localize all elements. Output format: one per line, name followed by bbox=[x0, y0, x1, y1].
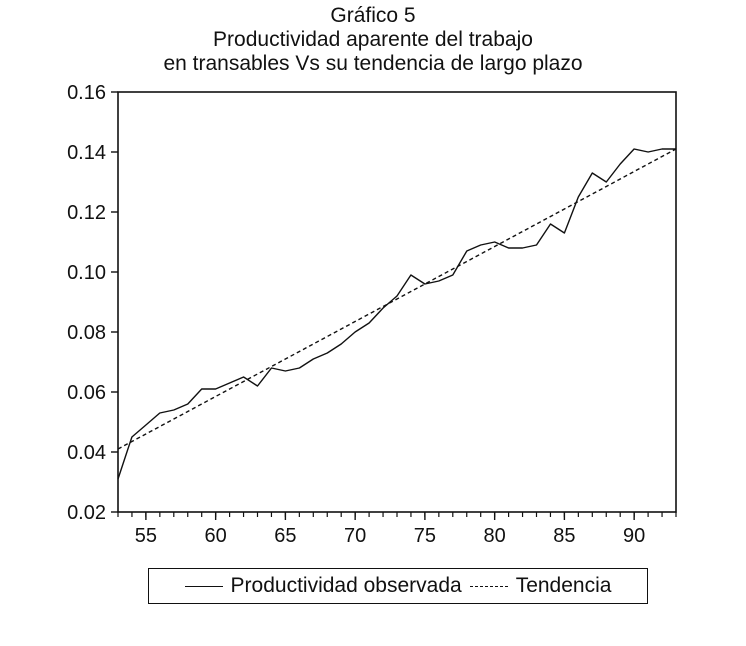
x-tick-label: 70 bbox=[344, 525, 366, 547]
x-tick-label: 60 bbox=[205, 525, 227, 547]
chart-title-block: Gráfico 5 Productividad aparente del tra… bbox=[0, 4, 746, 76]
x-tick-label: 75 bbox=[414, 525, 436, 547]
x-tick-label: 55 bbox=[135, 525, 157, 547]
y-tick-label: 0.08 bbox=[67, 322, 106, 344]
chart-subtitle-line-2: en transables Vs su tendencia de largo p… bbox=[163, 52, 583, 75]
y-tick-label: 0.10 bbox=[67, 262, 106, 284]
y-axis: 0.02 0.04 0.06 0.08 0.10 0.12 0.14 0.16 bbox=[67, 82, 118, 524]
y-tick-label: 0.16 bbox=[67, 82, 106, 104]
series-line-observed bbox=[117, 148, 676, 480]
legend-swatch-dashed bbox=[469, 585, 508, 587]
x-tick-label: 80 bbox=[484, 525, 506, 547]
legend-item-trend: Tendencia bbox=[469, 574, 612, 598]
y-tick-label: 0.04 bbox=[67, 442, 106, 464]
chart-title: Gráfico 5 bbox=[330, 4, 416, 27]
legend-label-observed: Productividad observada bbox=[230, 574, 462, 597]
y-tick-label: 0.14 bbox=[67, 142, 106, 164]
legend-label-trend: Tendencia bbox=[515, 574, 612, 597]
y-tick-label: 0.06 bbox=[67, 382, 106, 404]
x-tick-label: 90 bbox=[623, 525, 645, 547]
plot-frame bbox=[117, 91, 677, 513]
x-axis: 55 60 65 70 75 80 85 90 bbox=[117, 512, 677, 547]
y-tick-label: 0.12 bbox=[67, 202, 106, 224]
series-line-trend bbox=[117, 148, 677, 450]
legend-swatch-solid bbox=[184, 585, 223, 587]
y-tick-label: 0.02 bbox=[67, 502, 106, 524]
legend-item-observed: Productividad observada bbox=[184, 574, 462, 598]
chart-subtitle-line-1: Productividad aparente del trabajo bbox=[213, 28, 533, 51]
x-tick-label: 85 bbox=[553, 525, 575, 547]
series-layer bbox=[117, 148, 677, 480]
x-tick-label: 65 bbox=[274, 525, 296, 547]
line-chart: 0.02 0.04 0.06 0.08 0.10 0.12 0.14 0.16 55 60 65 7… bbox=[67, 82, 677, 547]
legend: Productividad observada Tendencia bbox=[148, 568, 648, 604]
